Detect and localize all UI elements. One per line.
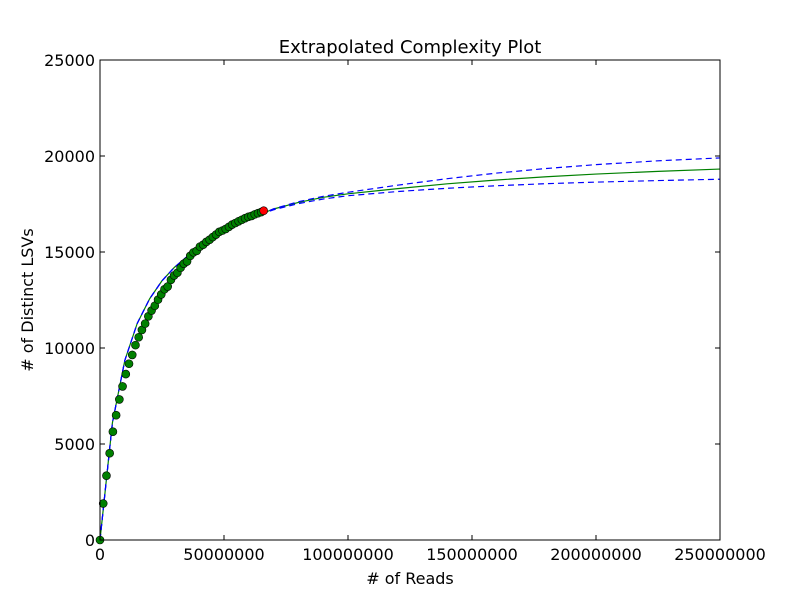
x-tick-label: 200000000 — [550, 545, 642, 564]
plot-area — [95, 157, 720, 545]
data-point-1-0 — [259, 206, 268, 216]
x-axis: 0 50000000 100000000 150000000 200000000 2500… — [95, 60, 766, 564]
data-point-0-11 — [131, 340, 140, 350]
data-point-0-14 — [140, 319, 150, 328]
plot-series — [100, 157, 720, 540]
data-point-0-7 — [118, 382, 127, 391]
y-axis: 0 5000 10000 15000 20000 25000 — [44, 51, 720, 550]
y-tick-label: 20000 — [44, 147, 95, 166]
x-axis-label: # of Reads — [366, 569, 454, 588]
data-point-0-1 — [98, 499, 108, 508]
data-point-0-5 — [111, 410, 121, 420]
data-point-0-9 — [124, 359, 134, 369]
x-tick-label: 100000000 — [302, 545, 394, 564]
data-point-0-4 — [108, 427, 118, 437]
x-tick-label: 250000000 — [674, 545, 766, 564]
y-tick-label: 5000 — [54, 435, 95, 454]
data-point-0-12 — [134, 332, 143, 342]
y-tick-label: 25000 — [44, 51, 95, 70]
x-tick-label: 50000000 — [183, 545, 264, 564]
y-tick-label: 10000 — [44, 339, 95, 358]
data-point-0-3 — [105, 448, 114, 458]
chart-title: Extrapolated Complexity Plot — [279, 37, 542, 58]
ci-bound-line-2 — [100, 178, 720, 540]
y-tick-label: 15000 — [44, 243, 95, 262]
data-point-0-10 — [127, 350, 137, 360]
data-point-0-2 — [102, 471, 111, 480]
x-tick-label: 0 — [95, 545, 105, 564]
data-point-0-6 — [115, 395, 124, 404]
y-axis-label: # of Distinct LSVs — [18, 228, 37, 371]
y-tick-label: 0 — [85, 531, 95, 550]
data-point-0-8 — [121, 369, 131, 379]
axes-frame — [99, 59, 721, 541]
x-tick-label: 150000000 — [426, 545, 518, 564]
ci-bound-line-1 — [100, 157, 720, 540]
